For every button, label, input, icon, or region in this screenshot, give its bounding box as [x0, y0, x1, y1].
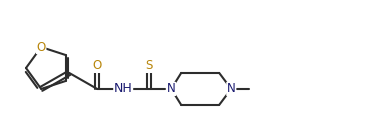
Text: O: O — [92, 59, 102, 72]
Text: S: S — [146, 59, 153, 72]
Text: N: N — [167, 82, 176, 95]
Text: O: O — [37, 41, 46, 54]
Text: NH: NH — [114, 82, 133, 95]
Text: N: N — [227, 82, 236, 95]
